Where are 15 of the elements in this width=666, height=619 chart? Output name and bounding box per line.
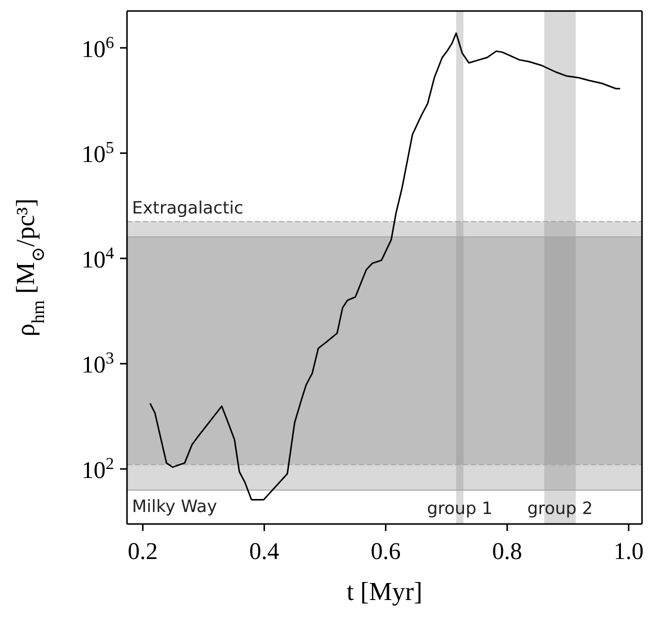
band-label: group 1 xyxy=(427,499,493,519)
y-tick-label: 10$^{6}$ xyxy=(82,32,114,63)
x-axis-title: t [Myr] xyxy=(346,577,422,606)
y-tick-label: 10$^{5}$ xyxy=(82,138,114,168)
band-label: Extragalactic xyxy=(132,198,244,219)
x-tick-label: 0.6 xyxy=(370,539,401,565)
x-tick-label: 0.8 xyxy=(492,539,522,565)
band-label: group 2 xyxy=(527,499,593,519)
x-tick-label: 1.0 xyxy=(614,539,644,565)
y-tick-label: 10$^{4}$ xyxy=(82,242,115,274)
x-tick-label: 0.4 xyxy=(249,539,280,565)
band-label: Milky Way xyxy=(132,497,218,518)
x-tick-label: 0.2 xyxy=(128,539,158,565)
y-tick-label: 10$^{2}$ xyxy=(82,453,114,484)
y-tick-label: 10$^{3}$ xyxy=(82,348,114,379)
